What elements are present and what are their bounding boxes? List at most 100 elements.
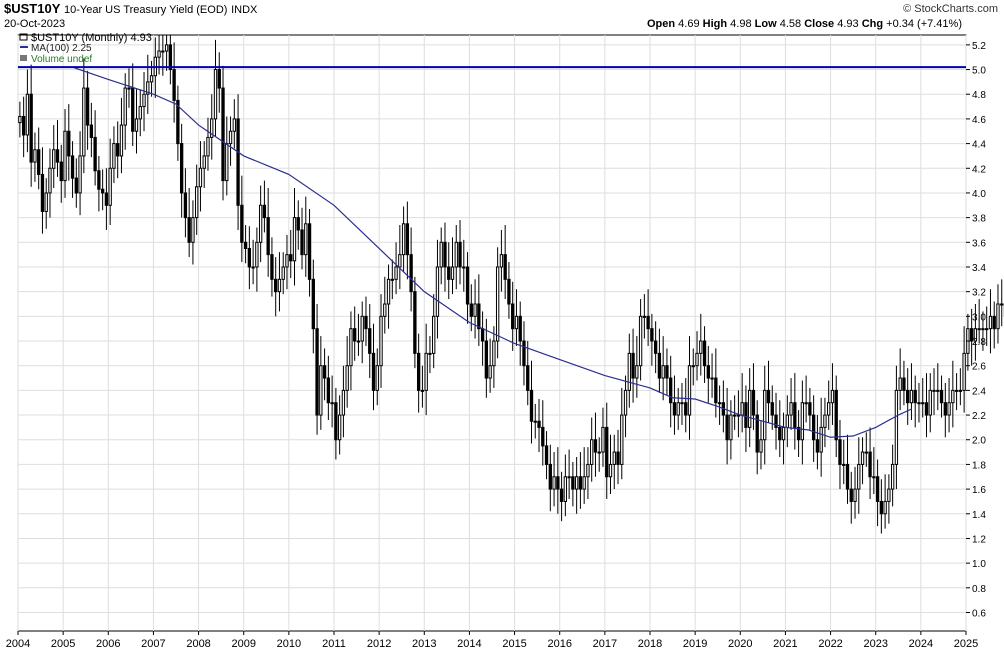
y-tick-label: 1.6 — [972, 485, 986, 496]
candle-body-up — [225, 143, 229, 182]
candle-body-down — [875, 476, 880, 502]
candle-body-up — [428, 352, 432, 355]
candle-body-down — [571, 476, 575, 490]
candle-body-up — [985, 328, 989, 331]
open-label: Open — [646, 18, 676, 30]
candle-body-up — [898, 377, 902, 391]
x-tick-label: 2018 — [638, 638, 662, 650]
close-label: Close — [804, 18, 835, 30]
x-tick-label: 2020 — [728, 638, 752, 650]
candle-body-up — [736, 414, 741, 417]
candle-body-up — [917, 402, 921, 405]
candle-body-down — [270, 254, 274, 280]
candle-body-up — [63, 130, 67, 182]
candle-body-up — [823, 414, 827, 428]
y-tick-label: 1.2 — [972, 534, 986, 545]
x-tick-label: 2007 — [141, 638, 165, 650]
candle-body-up — [454, 241, 458, 268]
y-tick-label: 4.6 — [972, 115, 986, 126]
candle-body-down — [67, 130, 71, 157]
ma-line — [71, 66, 913, 438]
y-tick-label: 2.6 — [972, 362, 986, 373]
candle-body-up — [947, 402, 951, 416]
candle-body-up — [319, 365, 323, 416]
candle-body-up — [804, 402, 808, 405]
y-tick-label: 2.4 — [972, 386, 986, 397]
candle-body-up — [567, 476, 571, 479]
chart-title: $UST10Y 10-Year US Treasury Yield (EOD) … — [4, 2, 257, 17]
candle-body-down — [296, 217, 300, 231]
candle-body-up — [1000, 303, 1004, 306]
candle-body-up — [699, 340, 703, 354]
x-tick-label: 2021 — [773, 638, 797, 650]
candle-body-up — [638, 315, 643, 367]
candle-body-up — [439, 241, 443, 268]
x-tick-label: 2024 — [909, 638, 933, 650]
candle-body-down — [511, 303, 515, 330]
candle-body-down — [544, 445, 549, 465]
candle-body-down — [755, 414, 759, 453]
legend: $UST10Y (Monthly) 4.93 MA(100) 2.25 Volu… — [19, 32, 152, 65]
y-tick-label: 5.2 — [972, 41, 986, 52]
candle-body-down — [480, 328, 485, 342]
candle-body-up — [574, 476, 579, 490]
candle-body-down — [924, 402, 929, 416]
open-value: 4.69 — [678, 18, 700, 30]
x-tick-label: 2006 — [96, 638, 120, 650]
candle-body-up — [375, 365, 379, 391]
candle-body-down — [522, 340, 526, 367]
candle-body-up — [827, 402, 831, 416]
candle-body-up — [928, 389, 932, 416]
candle-body-down — [559, 488, 564, 502]
x-tick-label: 2009 — [231, 638, 255, 650]
candle-body-down — [416, 352, 421, 391]
candle-body-up — [936, 389, 940, 392]
candle-body-up — [620, 414, 624, 465]
candle-body-up — [330, 402, 334, 405]
x-axis: 2004 2005 2006 2007 2008 2009 2010 2011 2012 2013… — [6, 631, 978, 650]
candle-body-up — [277, 278, 282, 293]
symbol-description: 10-Year US Treasury Yield (EOD) — [64, 4, 228, 16]
candle-body-down — [548, 463, 552, 490]
candle-body-up — [680, 402, 684, 405]
candle-body-up — [228, 130, 233, 145]
candle-body-up — [232, 118, 236, 132]
candle-body-up — [146, 81, 150, 95]
candle-body-down — [447, 266, 451, 280]
candle-body-up — [281, 266, 285, 280]
candle-body-up — [872, 476, 876, 479]
candle-body-down — [59, 161, 63, 182]
candle-body-up — [514, 315, 519, 330]
volume-legend-icon — [20, 55, 27, 61]
candle-body-down — [187, 217, 191, 243]
candle-body-up — [781, 426, 786, 441]
candle-body-down — [89, 124, 94, 138]
candle-body-up — [635, 365, 639, 379]
x-tick-label: 2011 — [322, 638, 346, 650]
candle-body-down — [40, 173, 45, 212]
candle-body-up — [401, 223, 406, 256]
candle-body-down — [770, 402, 774, 416]
candle-body-down — [672, 402, 677, 416]
candle-body-down — [646, 315, 650, 330]
candle-body-up — [785, 414, 789, 428]
candle-body-up — [748, 389, 752, 428]
candle-body-up — [921, 402, 925, 405]
candle-body-down — [364, 315, 368, 330]
candle-body-down — [845, 463, 850, 490]
candle-body-up — [341, 389, 346, 416]
candle-body-down — [353, 328, 357, 342]
candle-body-up — [977, 328, 981, 331]
candle-body-down — [307, 223, 312, 280]
x-tick-label: 2008 — [186, 638, 210, 650]
candle-body-down — [368, 328, 372, 354]
y-tick-label: 1.4 — [972, 510, 986, 521]
y-tick-label: 3.2 — [972, 288, 986, 299]
x-tick-label: 2015 — [502, 638, 526, 650]
candle-body-up — [533, 420, 537, 423]
y-tick-label: 4.8 — [972, 90, 986, 101]
candle-body-up — [996, 303, 1000, 330]
candle-body-down — [458, 241, 462, 268]
candle-body-down — [526, 365, 530, 391]
